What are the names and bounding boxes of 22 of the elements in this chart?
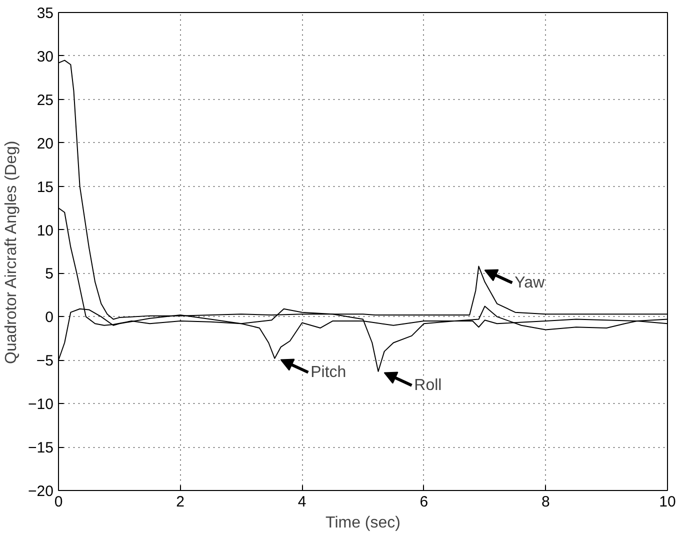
y-tick-label: 20 <box>36 135 54 152</box>
y-tick-label: 35 <box>36 5 54 22</box>
y-tick-label: 0 <box>45 309 54 326</box>
y-axis-title: Quadrotor Aircraft Angles (Deg) <box>3 140 20 364</box>
x-tick-label: 4 <box>298 494 306 510</box>
x-tick-label: 8 <box>542 494 550 510</box>
y-tick-label: 25 <box>36 92 54 109</box>
y-tick-label: −10 <box>28 396 54 414</box>
annotation: Roll <box>414 376 442 394</box>
y-tick-label: 5 <box>45 266 54 283</box>
x-tick-label: 6 <box>420 494 428 510</box>
y-tick-label: −20 <box>28 483 54 500</box>
y-tick-label: −5 <box>36 352 54 370</box>
y-tick-label: 30 <box>36 48 54 66</box>
y-tick-label: −15 <box>28 440 54 457</box>
y-tick-label: 10 <box>36 222 54 240</box>
x-tick-label: 10 <box>659 494 676 510</box>
x-axis-title: Time (sec) <box>326 514 400 532</box>
annotation: Pitch <box>310 364 346 381</box>
x-tick-label: 2 <box>176 494 184 510</box>
annotation: Yaw <box>514 274 546 292</box>
y-tick-label: 15 <box>36 178 54 196</box>
